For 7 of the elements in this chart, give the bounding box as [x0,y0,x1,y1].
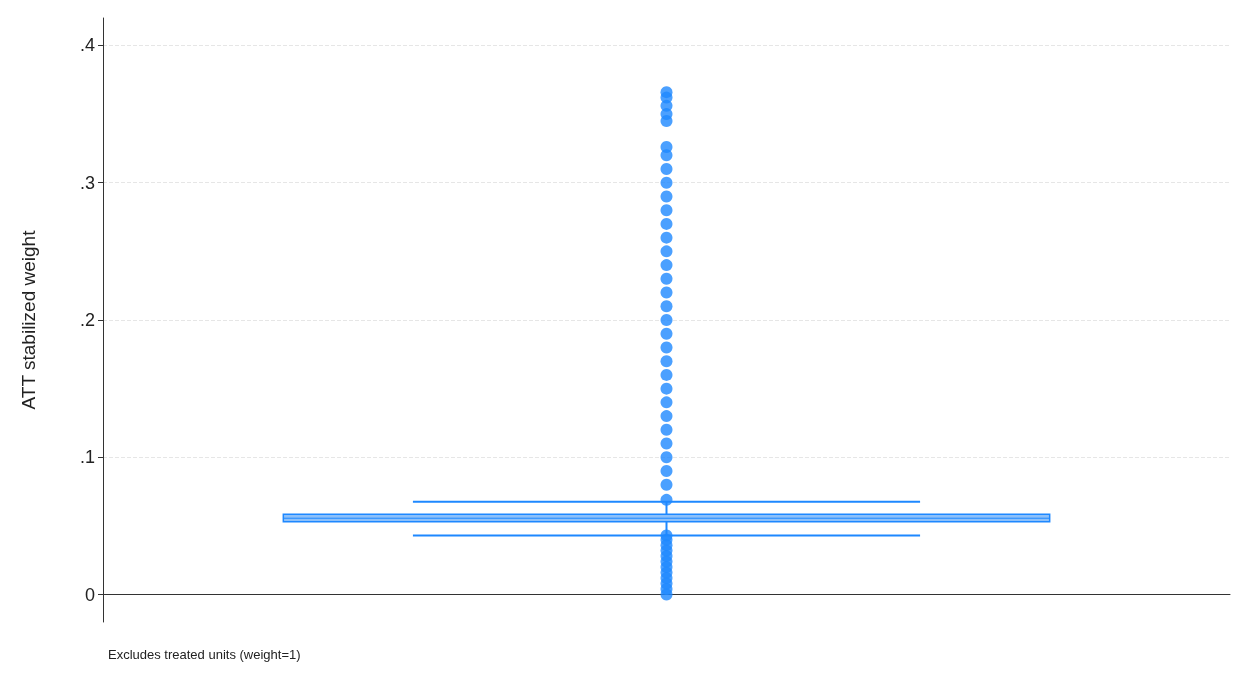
y-axis-title: ATT stabilized weight [18,229,39,410]
y-tick-label: 0 [84,584,95,605]
y-tick-label: .3 [79,172,95,193]
y-tick-label: .1 [79,447,95,468]
y-tick-label: .2 [79,310,95,330]
text: Excludes treated units (weight=1) [108,647,301,662]
y-tick-label: .4 [79,35,95,56]
